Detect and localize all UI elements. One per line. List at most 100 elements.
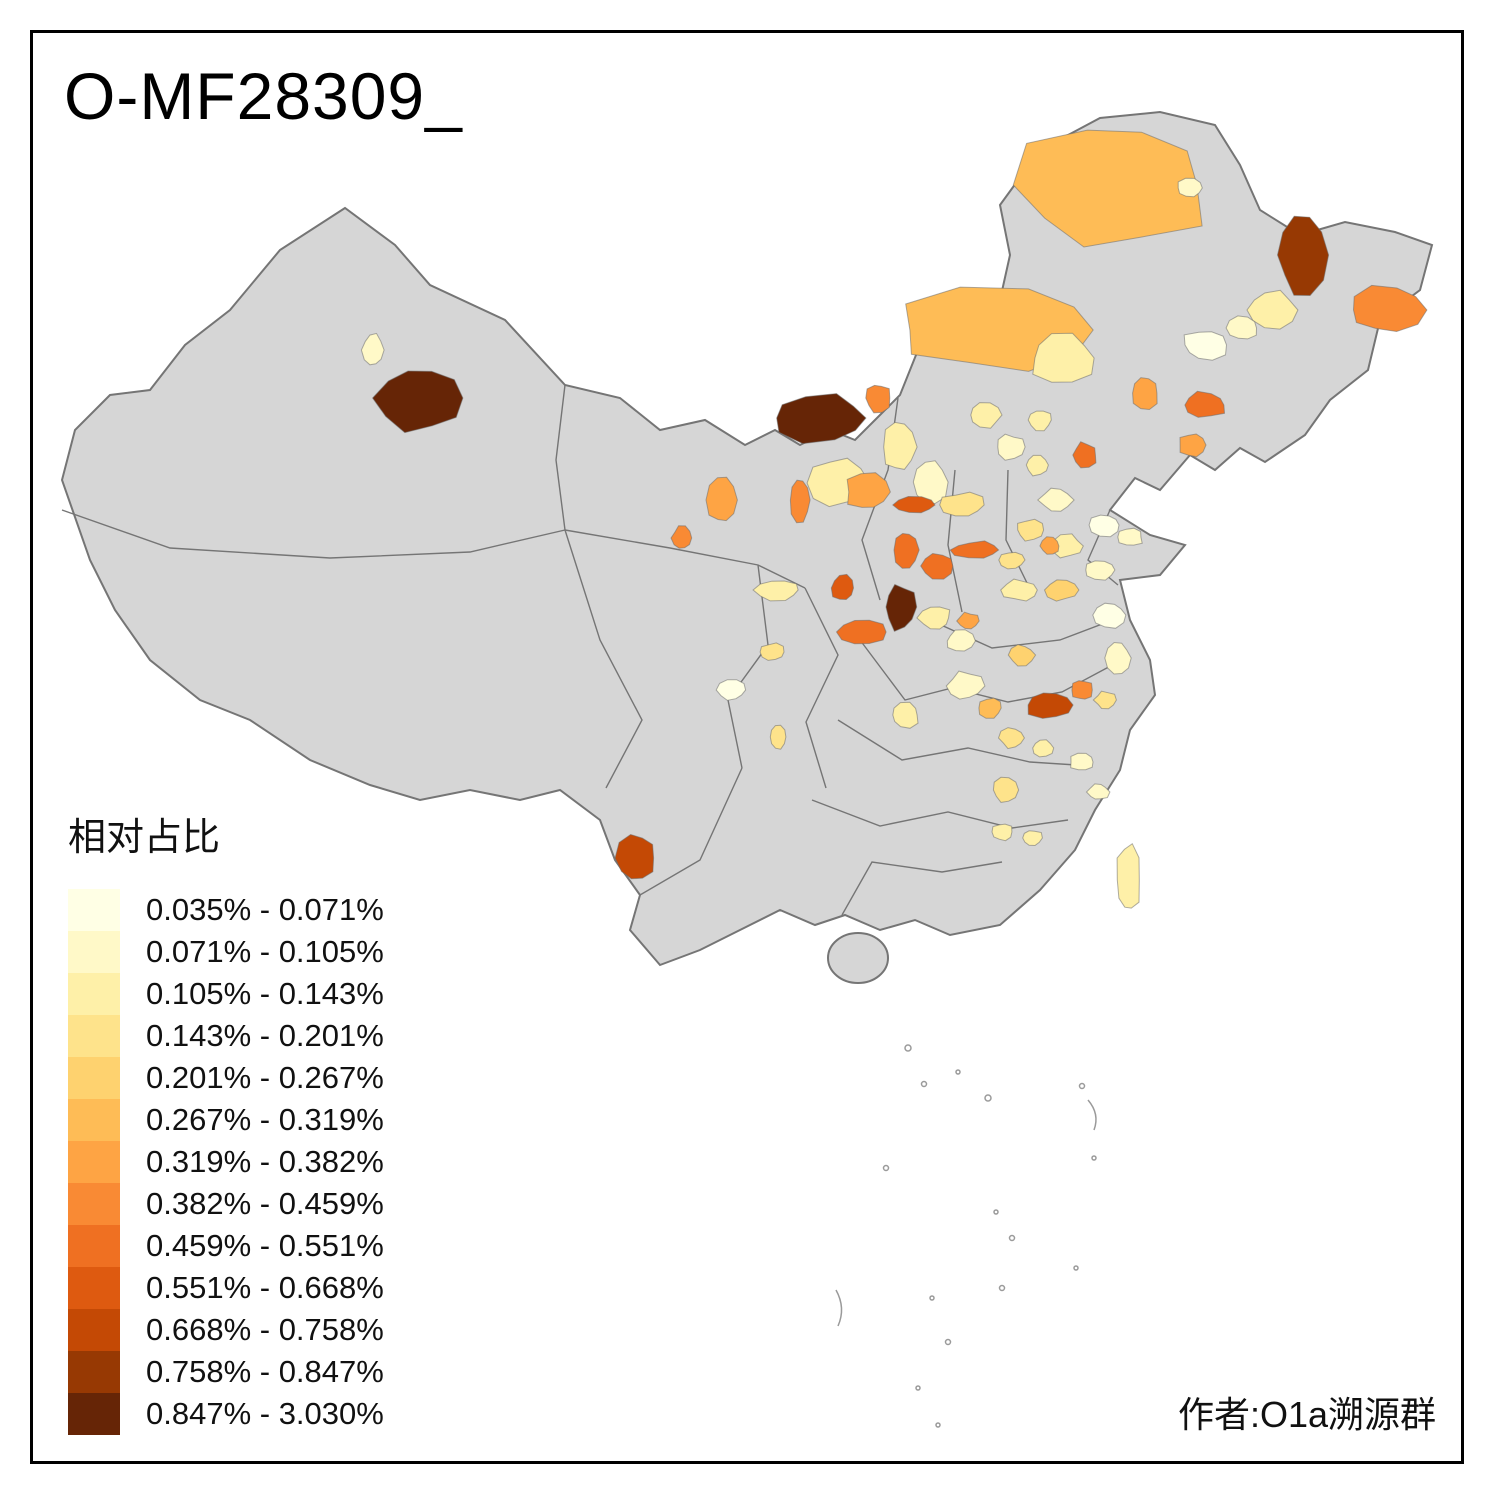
- map-region: [956, 611, 980, 630]
- legend-swatch: [68, 973, 120, 1015]
- map-region: [1088, 514, 1120, 538]
- legend-item: 0.668% - 0.758%: [68, 1309, 384, 1351]
- legend-item: 0.201% - 0.267%: [68, 1057, 384, 1099]
- legend-items: 0.035% - 0.071% 0.071% - 0.105% 0.105% - 0…: [68, 889, 384, 1435]
- map-region: [1092, 602, 1127, 629]
- legend-label: 0.201% - 0.267%: [146, 1060, 384, 1095]
- map-region: [846, 472, 891, 508]
- map-region: [769, 724, 787, 750]
- map-region: [1032, 332, 1095, 383]
- legend-label: 0.551% - 0.668%: [146, 1270, 384, 1305]
- author-credit: 作者:O1a溯源群: [1177, 1394, 1436, 1435]
- map-region: [912, 460, 949, 505]
- map-region: [1085, 560, 1116, 581]
- map-region: [1184, 390, 1226, 418]
- map-region: [883, 421, 918, 470]
- map-region: [991, 823, 1013, 842]
- legend-item: 0.847% - 3.030%: [68, 1393, 384, 1435]
- legend-item: 0.758% - 0.847%: [68, 1351, 384, 1393]
- map-region: [1183, 331, 1228, 361]
- legend-item: 0.071% - 0.105%: [68, 931, 384, 973]
- legend-item: 0.382% - 0.459%: [68, 1183, 384, 1225]
- map-region: [916, 606, 951, 630]
- legend-swatch: [68, 1141, 120, 1183]
- legend-label: 0.382% - 0.459%: [146, 1186, 384, 1221]
- legend-label: 0.847% - 3.030%: [146, 1396, 384, 1431]
- map-region: [1039, 536, 1060, 555]
- legend-label: 0.319% - 0.382%: [146, 1144, 384, 1179]
- map-region: [1085, 783, 1111, 800]
- map-region: [670, 525, 693, 549]
- legend-swatch: [68, 1393, 120, 1435]
- map-region: [789, 479, 811, 524]
- map-region: [1025, 454, 1049, 477]
- map-region: [893, 532, 920, 569]
- map-region: [1117, 527, 1143, 546]
- map-region: [1027, 692, 1074, 719]
- legend-item: 0.551% - 0.668%: [68, 1267, 384, 1309]
- legend: 相对占比 0.035% - 0.071% 0.071% - 0.105% 0.105…: [68, 806, 384, 1435]
- map-region: [998, 551, 1026, 570]
- map-region: [1116, 842, 1140, 909]
- province-borders: [61, 384, 1119, 916]
- map-region: [715, 679, 747, 701]
- map-region: [1000, 578, 1038, 602]
- legend-swatch: [68, 1099, 120, 1141]
- legend-item: 0.143% - 0.201%: [68, 1015, 384, 1057]
- legend-item: 0.319% - 0.382%: [68, 1141, 384, 1183]
- map-region: [752, 580, 799, 602]
- map-region: [1092, 690, 1117, 710]
- map-region: [949, 540, 1000, 559]
- map-region: [776, 393, 867, 445]
- map-region: [992, 776, 1020, 803]
- legend-label: 0.459% - 0.551%: [146, 1228, 384, 1263]
- map-region: [1179, 433, 1207, 458]
- legend-label: 0.758% - 0.847%: [146, 1354, 384, 1389]
- map-region: [1276, 215, 1330, 297]
- map-region: [759, 642, 785, 661]
- map-region: [1022, 830, 1043, 847]
- legend-title: 相对占比: [68, 817, 221, 859]
- map-region: [371, 370, 464, 434]
- legend-swatch: [68, 1057, 120, 1099]
- legend-label: 0.267% - 0.319%: [146, 1102, 384, 1137]
- map-region: [1177, 177, 1203, 198]
- legend-swatch: [68, 1183, 120, 1225]
- legend-label: 0.143% - 0.201%: [146, 1018, 384, 1053]
- map-region: [1032, 739, 1055, 758]
- map-region: [1104, 641, 1132, 675]
- map-region: [1017, 518, 1045, 542]
- hainan-island: [827, 932, 889, 984]
- map-region: [885, 583, 918, 632]
- map-region: [1352, 284, 1428, 333]
- map-region: [1027, 410, 1052, 432]
- map-region: [1043, 579, 1080, 602]
- map-region: [1070, 752, 1094, 771]
- map-region: [970, 402, 1003, 429]
- map-region: [1007, 644, 1037, 667]
- map-region: [946, 629, 976, 652]
- map-region: [830, 573, 855, 601]
- map-region: [1012, 129, 1203, 248]
- map-region: [892, 701, 919, 729]
- legend-label: 0.035% - 0.071%: [146, 892, 384, 927]
- south-china-sea-islands: [835, 1044, 1097, 1428]
- map-region: [892, 495, 936, 514]
- page-title: O-MF28309_: [64, 59, 463, 133]
- legend-label: 0.105% - 0.143%: [146, 976, 384, 1011]
- legend-item: 0.267% - 0.319%: [68, 1099, 384, 1141]
- map-region: [865, 384, 891, 414]
- legend-swatch: [68, 1267, 120, 1309]
- map-region: [1037, 487, 1075, 512]
- map-region: [835, 619, 887, 645]
- legend-swatch: [68, 931, 120, 973]
- map-region: [920, 552, 954, 580]
- legend-swatch: [68, 1351, 120, 1393]
- map-region: [978, 697, 1002, 719]
- legend-label: 0.071% - 0.105%: [146, 934, 384, 969]
- legend-item: 0.105% - 0.143%: [68, 973, 384, 1015]
- map-region: [997, 433, 1026, 461]
- map-region: [1072, 441, 1097, 469]
- map-region: [939, 491, 985, 517]
